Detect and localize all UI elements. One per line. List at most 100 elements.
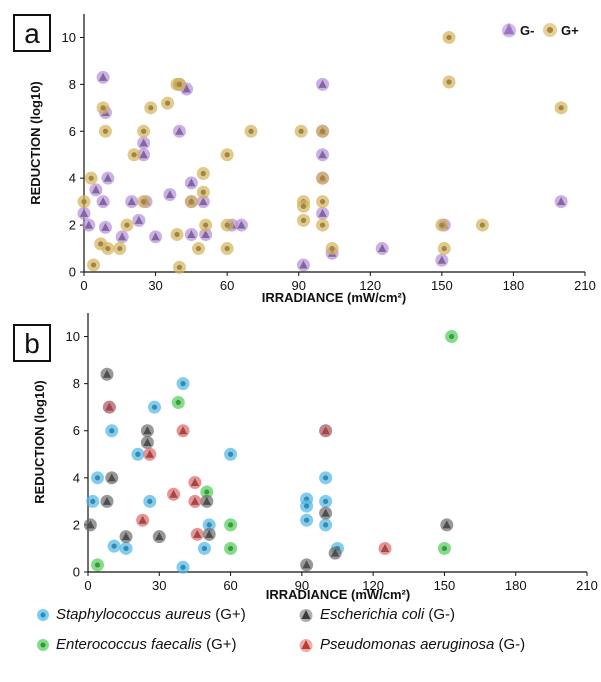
legend-staph: Staphylococcus aureus (G+)	[36, 606, 246, 623]
data-point-g	[442, 30, 456, 44]
panel-b-x-tick-label: 90	[295, 578, 309, 593]
data-point-g	[96, 195, 110, 209]
legend-gneg-triangle	[504, 25, 514, 34]
data-point-g	[77, 195, 91, 209]
data-point-g	[113, 242, 127, 256]
legend-ecoli-name: Escherichia coli	[320, 606, 425, 623]
panel-a-x-tick-label: 30	[148, 278, 162, 293]
data-point-escherichia-coli	[100, 367, 114, 381]
panel-a-points	[77, 30, 568, 274]
panel-b-label: b	[24, 328, 40, 359]
panel-b-x-tick-label: 60	[223, 578, 237, 593]
data-point-g	[316, 195, 330, 209]
data-point-g	[172, 77, 186, 91]
data-point-escherichia-coli	[202, 527, 216, 541]
panel-a-x-tick-label: 180	[503, 278, 525, 293]
data-point-staphylococcus-aureus	[176, 560, 190, 574]
data-point-g	[554, 101, 568, 115]
data-point-pseudomonas-aeruginosa	[167, 487, 181, 501]
data-point-staphylococcus-aureus	[143, 494, 157, 508]
panel-b-x-tick-label: 30	[152, 578, 166, 593]
data-point-pseudomonas-aeruginosa	[102, 400, 116, 414]
data-point-g	[149, 230, 163, 244]
data-point-g	[96, 70, 110, 84]
data-point-g	[442, 75, 456, 89]
ecoli-marker-icon	[299, 609, 313, 623]
data-point-escherichia-coli	[300, 558, 314, 572]
panel-a-x-tick-label: 90	[291, 278, 305, 293]
data-point-staphylococcus-aureus	[300, 513, 314, 527]
panel-a-legend: G- G+	[502, 22, 579, 38]
legend-staph-name: Staphylococcus aureus	[56, 606, 212, 623]
panel-b: b 0 30 60 90 120 150 180 210 0 2 4 6 8 10 IRRADIANCE…	[13, 313, 598, 602]
data-point-escherichia-coli	[140, 424, 154, 438]
data-point-g	[120, 218, 134, 232]
data-point-staphylococcus-aureus	[107, 539, 121, 553]
legend-entero: Enterococcus faecalis (G+)	[36, 636, 237, 653]
legend-staph-group: (G+)	[215, 606, 246, 623]
data-point-g	[161, 96, 174, 110]
data-point-g	[296, 258, 310, 272]
data-point-g	[196, 166, 210, 180]
data-point-escherichia-coli	[152, 530, 166, 544]
panel-a: a 0 30 60 90 120 150 180 210 0 2 4 6 8 10 IRRADIANCE…	[13, 14, 596, 305]
data-point-escherichia-coli	[328, 546, 342, 560]
data-point-enterococcus-faecalis	[224, 541, 238, 555]
data-point-pseudomonas-aeruginosa	[190, 527, 204, 541]
data-point-g	[316, 171, 330, 185]
data-point-g	[184, 227, 198, 241]
panel-b-x-tick-label: 180	[505, 578, 527, 593]
panel-b-x-axis-title: IRRADIANCE (mW/cm²)	[266, 587, 410, 602]
data-point-g	[98, 220, 112, 234]
data-point-g	[325, 242, 339, 256]
panel-b-x-ticks: 0 30 60 90 120 150 180 210	[84, 572, 598, 593]
data-point-g	[96, 101, 110, 115]
panel-b-y-axis-title: REDUCTION (log10)	[32, 380, 47, 504]
data-point-staphylococcus-aureus	[224, 447, 238, 461]
panel-a-label-box	[13, 14, 51, 52]
data-point-staphylococcus-aureus	[202, 518, 216, 532]
data-point-g	[220, 218, 234, 232]
data-point-g	[184, 195, 198, 209]
data-point-enterococcus-faecalis	[437, 541, 451, 555]
panel-a-y-tick-label: 2	[69, 218, 76, 233]
data-point-g	[172, 124, 186, 138]
data-point-g	[296, 199, 310, 213]
data-point-g	[437, 242, 451, 256]
data-point-enterococcus-faecalis	[200, 485, 214, 499]
legend-entero-group: (G+)	[206, 636, 237, 653]
data-point-g	[196, 185, 210, 199]
panel-b-label-box	[13, 324, 51, 362]
panel-a-label: a	[24, 18, 40, 49]
panel-b-y-tick-label: 8	[73, 376, 80, 391]
data-point-staphylococcus-aureus	[176, 377, 190, 391]
panel-b-y-tick-label: 6	[73, 423, 80, 438]
data-point-pseudomonas-aeruginosa	[143, 447, 157, 461]
data-point-g	[435, 218, 449, 232]
panel-a-y-tick-label: 6	[69, 124, 76, 139]
data-point-escherichia-coli	[105, 471, 119, 485]
data-point-g	[137, 195, 151, 209]
data-point-escherichia-coli	[440, 518, 454, 532]
data-point-staphylococcus-aureus	[319, 471, 333, 485]
legend-gpos-dot	[547, 27, 553, 33]
legend-ecoli: Escherichia coli (G-)	[298, 606, 455, 623]
data-point-g	[234, 218, 248, 232]
data-point-escherichia-coli	[100, 494, 114, 508]
panel-b-x-tick-label: 210	[576, 578, 598, 593]
panel-b-x-tick-label: 0	[84, 578, 91, 593]
data-point-pseudomonas-aeruginosa	[136, 513, 150, 527]
panel-b-y-tick-label: 4	[73, 470, 80, 485]
data-point-g	[137, 124, 151, 138]
data-point-escherichia-coli	[319, 506, 333, 520]
data-point-g	[77, 206, 91, 220]
panel-b-y-tick-label: 2	[73, 517, 80, 532]
panel-b-x-tick-label: 120	[362, 578, 384, 593]
data-point-g	[220, 242, 234, 256]
data-point-escherichia-coli	[200, 494, 214, 508]
panel-a-x-tick-label: 60	[220, 278, 234, 293]
data-point-enterococcus-faecalis	[224, 518, 238, 532]
legend-pseudo: Pseudomonas aeruginosa (G-)	[298, 636, 525, 653]
data-point-g	[101, 171, 115, 185]
panel-b-x-tick-label: 150	[434, 578, 456, 593]
